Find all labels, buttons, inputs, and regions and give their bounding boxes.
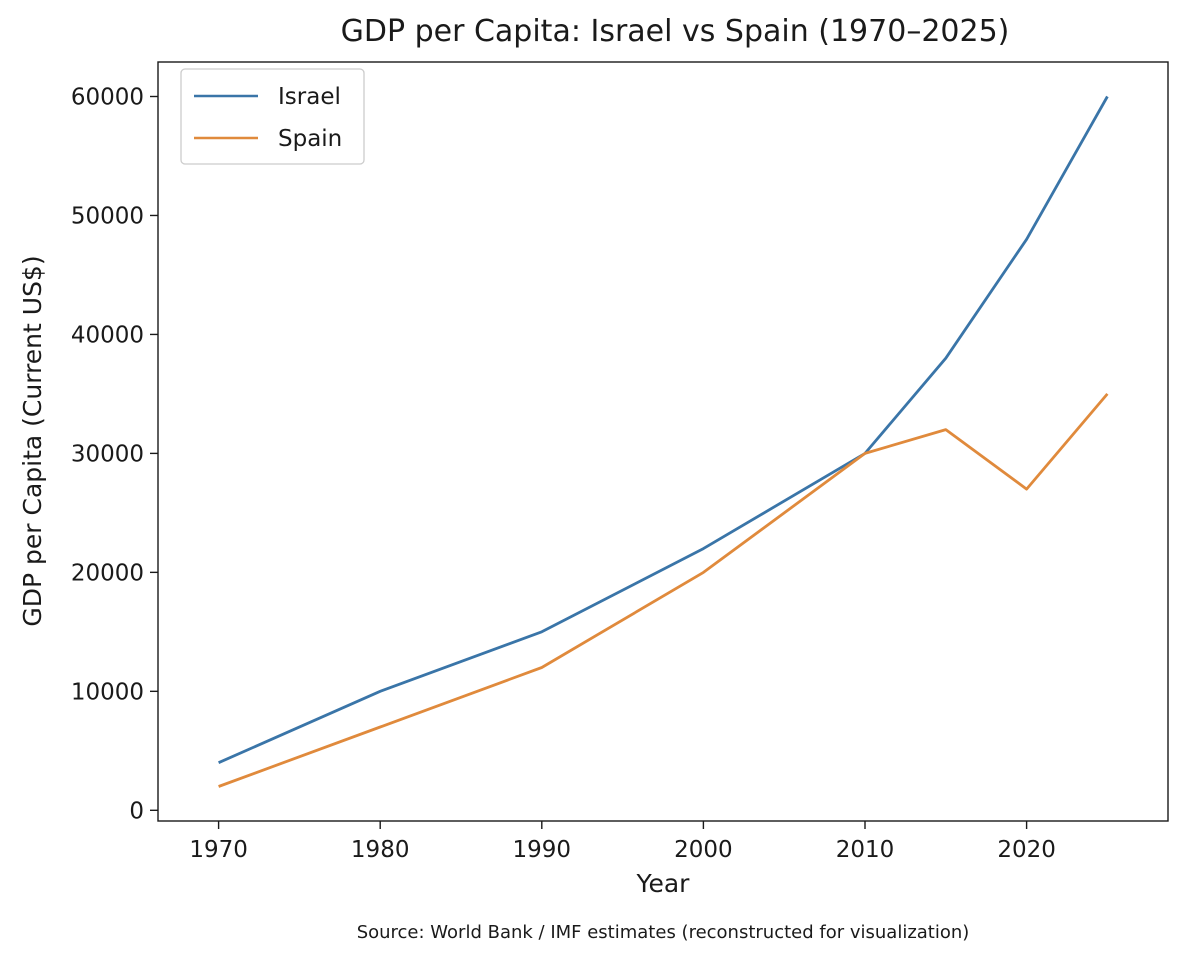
source-note: Source: World Bank / IMF estimates (reco… (357, 922, 970, 943)
legend-box (180, 68, 365, 165)
x-tick-label: 1990 (513, 837, 572, 863)
y-tick-label: 0 (129, 798, 144, 824)
x-tick-label: 2000 (674, 837, 733, 863)
y-tick-label: 20000 (71, 560, 144, 586)
legend-label-israel: Israel (278, 84, 341, 110)
series-line-israel (218, 95, 1109, 764)
x-axis: 1970 1980 1990 2000 2010 2020 (189, 821, 1056, 863)
y-tick-label: 60000 (71, 85, 144, 111)
legend: Israel Spain (180, 68, 365, 165)
y-axis-label: GDP per Capita (Current US$) (18, 255, 47, 626)
legend-label-spain: Spain (278, 126, 342, 152)
x-tick-label: 1970 (189, 837, 248, 863)
series-line-spain (218, 392, 1109, 788)
series-lines (218, 95, 1109, 788)
y-tick-label: 40000 (71, 322, 144, 348)
y-tick-label: 50000 (71, 203, 144, 229)
x-tick-label: 1980 (351, 837, 410, 863)
y-axis: 0 10000 20000 30000 40000 50000 60000 (71, 85, 158, 824)
y-tick-label: 30000 (71, 441, 144, 467)
y-tick-label: 10000 (71, 679, 144, 705)
x-axis-label: Year (636, 869, 691, 898)
chart-title: GDP per Capita: Israel vs Spain (1970–20… (341, 14, 1010, 49)
plot-area (157, 61, 1169, 822)
x-tick-label: 2020 (997, 837, 1056, 863)
x-tick-label: 2010 (836, 837, 895, 863)
